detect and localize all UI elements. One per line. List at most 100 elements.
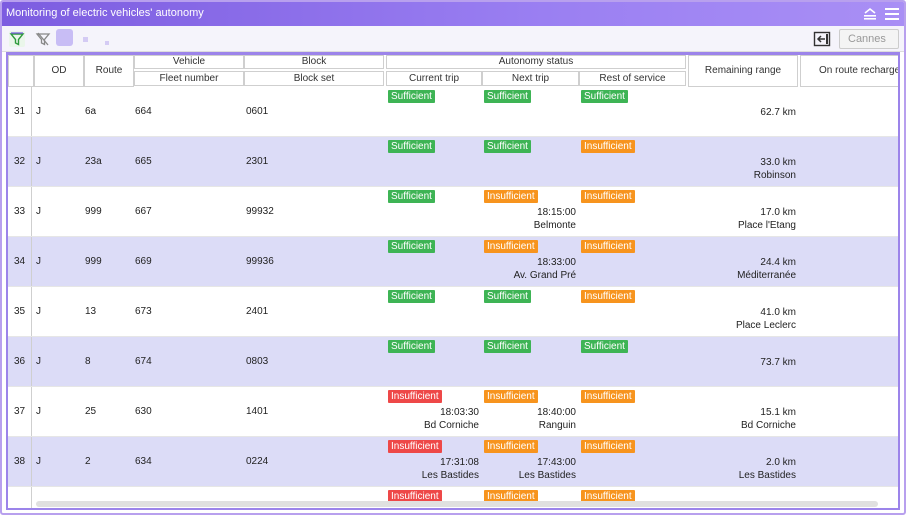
row-number xyxy=(8,487,32,508)
status-badge-rest-of-service: Insufficient xyxy=(581,140,635,153)
row-number-header xyxy=(8,55,34,87)
cell-route: 999 xyxy=(85,256,102,267)
column-header-current-trip[interactable]: Current trip xyxy=(386,71,482,86)
menu-icon[interactable] xyxy=(884,7,900,21)
next-trip-time: 17:43:00 xyxy=(537,457,576,468)
remaining-range-place: Méditerranée xyxy=(737,270,796,281)
column-header-od[interactable]: OD xyxy=(34,55,84,87)
cell-route: 13 xyxy=(85,306,97,317)
status-badge-next-trip: Sufficient xyxy=(484,290,531,303)
row-number: 37 xyxy=(8,387,32,436)
status-badge-rest-of-service: Insufficient xyxy=(581,390,635,403)
table-row[interactable]: 38 J 2 634 0224 Insufficient Insufficient Insuf… xyxy=(8,437,898,487)
status-badge-next-trip: Insufficient xyxy=(484,240,538,253)
vertical-scrollbar[interactable] xyxy=(899,175,900,201)
column-header-block-set[interactable]: Block set xyxy=(244,71,384,86)
status-badge-current-trip: Insufficient xyxy=(388,390,442,403)
status-badge-current-trip: Sufficient xyxy=(388,240,435,253)
remaining-range-value: 2.0 km xyxy=(765,457,796,468)
clear-filter-icon[interactable] xyxy=(34,30,52,51)
status-badge-current-trip: Sufficient xyxy=(388,290,435,303)
column-header-fleet-number[interactable]: Fleet number xyxy=(134,71,244,86)
row-number: 35 xyxy=(8,287,32,336)
remaining-range-value: 17.0 km xyxy=(760,207,796,218)
horizontal-scrollbar[interactable] xyxy=(36,501,878,507)
cell-od: J xyxy=(36,156,41,167)
cell-block-set: 0803 xyxy=(246,356,269,367)
remaining-range-value: 15.1 km xyxy=(760,407,796,418)
column-group-block: Block xyxy=(244,55,384,69)
remaining-range-place: Les Bastides xyxy=(738,470,796,481)
current-trip-place: Les Bastides xyxy=(421,470,479,481)
cell-od: J xyxy=(36,406,41,417)
cell-block-set: 2301 xyxy=(246,156,269,167)
row-number: 36 xyxy=(8,337,32,386)
status-badge-current-trip: Insufficient xyxy=(388,490,442,503)
status-badge-next-trip: Insufficient xyxy=(484,440,538,453)
status-badge-current-trip: Sufficient xyxy=(388,340,435,353)
view-toggle-medium-button[interactable] xyxy=(83,37,88,42)
row-number: 33 xyxy=(8,187,32,236)
status-badge-next-trip: Sufficient xyxy=(484,340,531,353)
status-badge-rest-of-service: Insufficient xyxy=(581,240,635,253)
title-bar: Monitoring of electric vehicles' autonom… xyxy=(2,2,904,26)
status-badge-rest-of-service: Sufficient xyxy=(581,90,628,103)
next-trip-time: 18:15:00 xyxy=(537,207,576,218)
table-row[interactable]: 36 J 8 674 0803 Sufficient Sufficient Sufficien… xyxy=(8,337,898,387)
remaining-range-value: 62.7 km xyxy=(760,107,796,118)
city-selector[interactable]: Cannes xyxy=(839,29,899,49)
view-toggle-large-button[interactable] xyxy=(56,29,73,46)
filter-icon[interactable] xyxy=(8,30,26,51)
remaining-range-place: Bd Corniche xyxy=(740,420,796,431)
remaining-range-value: 33.0 km xyxy=(760,157,796,168)
cell-block-set: 0601 xyxy=(246,106,269,117)
column-header-remaining-range[interactable]: Remaining range xyxy=(688,55,798,87)
column-header-next-trip[interactable]: Next trip xyxy=(482,71,579,86)
cell-block-set: 99936 xyxy=(246,256,274,267)
table-row[interactable]: 32 J 23a 665 2301 Sufficient Sufficient Insuffi… xyxy=(8,137,898,187)
next-trip-place: Ranguin xyxy=(538,420,576,431)
status-badge-current-trip: Sufficient xyxy=(388,90,435,103)
cell-route: 6a xyxy=(85,106,97,117)
column-header-route[interactable]: Route xyxy=(84,55,134,87)
column-group-autonomy-status: Autonomy status xyxy=(386,55,686,69)
cell-fleet-number: 634 xyxy=(135,456,152,467)
toolbar: Cannes xyxy=(2,26,904,52)
row-number: 38 xyxy=(8,437,32,486)
row-number: 34 xyxy=(8,237,32,286)
table-row[interactable]: Insufficient Insufficient Insufficient xyxy=(8,487,898,508)
status-badge-current-trip: Sufficient xyxy=(388,190,435,203)
cell-fleet-number: 664 xyxy=(135,106,152,117)
table-row[interactable]: 33 J 999 667 99932 Sufficient Insufficient Insu… xyxy=(8,187,898,237)
status-badge-next-trip: Insufficient xyxy=(484,190,538,203)
table-row[interactable]: 34 J 999 669 99936 Sufficient Insufficient Insu… xyxy=(8,237,898,287)
cell-route: 2 xyxy=(85,456,91,467)
status-badge-rest-of-service: Insufficient xyxy=(581,290,635,303)
collapse-icon[interactable] xyxy=(862,7,878,21)
table-row[interactable]: 35 J 13 673 2401 Sufficient Sufficient Insuffic… xyxy=(8,287,898,337)
table-row[interactable]: 31 J 6a 664 0601 Sufficient Sufficient Sufficie… xyxy=(8,87,898,137)
column-header-rest-of-service[interactable]: Rest of service xyxy=(579,71,686,86)
cell-block-set: 0224 xyxy=(246,456,269,467)
cell-od: J xyxy=(36,306,41,317)
cell-od: J xyxy=(36,356,41,367)
column-header-on-route-recharge[interactable]: On route recharge xyxy=(800,55,898,87)
status-badge-rest-of-service: Insufficient xyxy=(581,190,635,203)
view-toggle-small-button[interactable] xyxy=(105,41,109,45)
remaining-range-place: Robinson xyxy=(753,170,796,181)
cell-fleet-number: 674 xyxy=(135,356,152,367)
vehicle-autonomy-table: OD Route Vehicle Fleet number Block Bloc… xyxy=(6,52,900,510)
status-badge-next-trip: Insufficient xyxy=(484,490,538,503)
row-number: 32 xyxy=(8,137,32,186)
cell-fleet-number: 673 xyxy=(135,306,152,317)
current-trip-time: 17:31:08 xyxy=(440,457,479,468)
cell-route: 999 xyxy=(85,206,102,217)
table-row[interactable]: 37 J 25 630 1401 Insufficient Insufficient Insu… xyxy=(8,387,898,437)
next-trip-time: 18:40:00 xyxy=(537,407,576,418)
status-badge-next-trip: Sufficient xyxy=(484,90,531,103)
exit-icon[interactable] xyxy=(813,30,831,51)
cell-block-set: 1401 xyxy=(246,406,269,417)
cell-fleet-number: 669 xyxy=(135,256,152,267)
next-trip-time: 18:33:00 xyxy=(537,257,576,268)
